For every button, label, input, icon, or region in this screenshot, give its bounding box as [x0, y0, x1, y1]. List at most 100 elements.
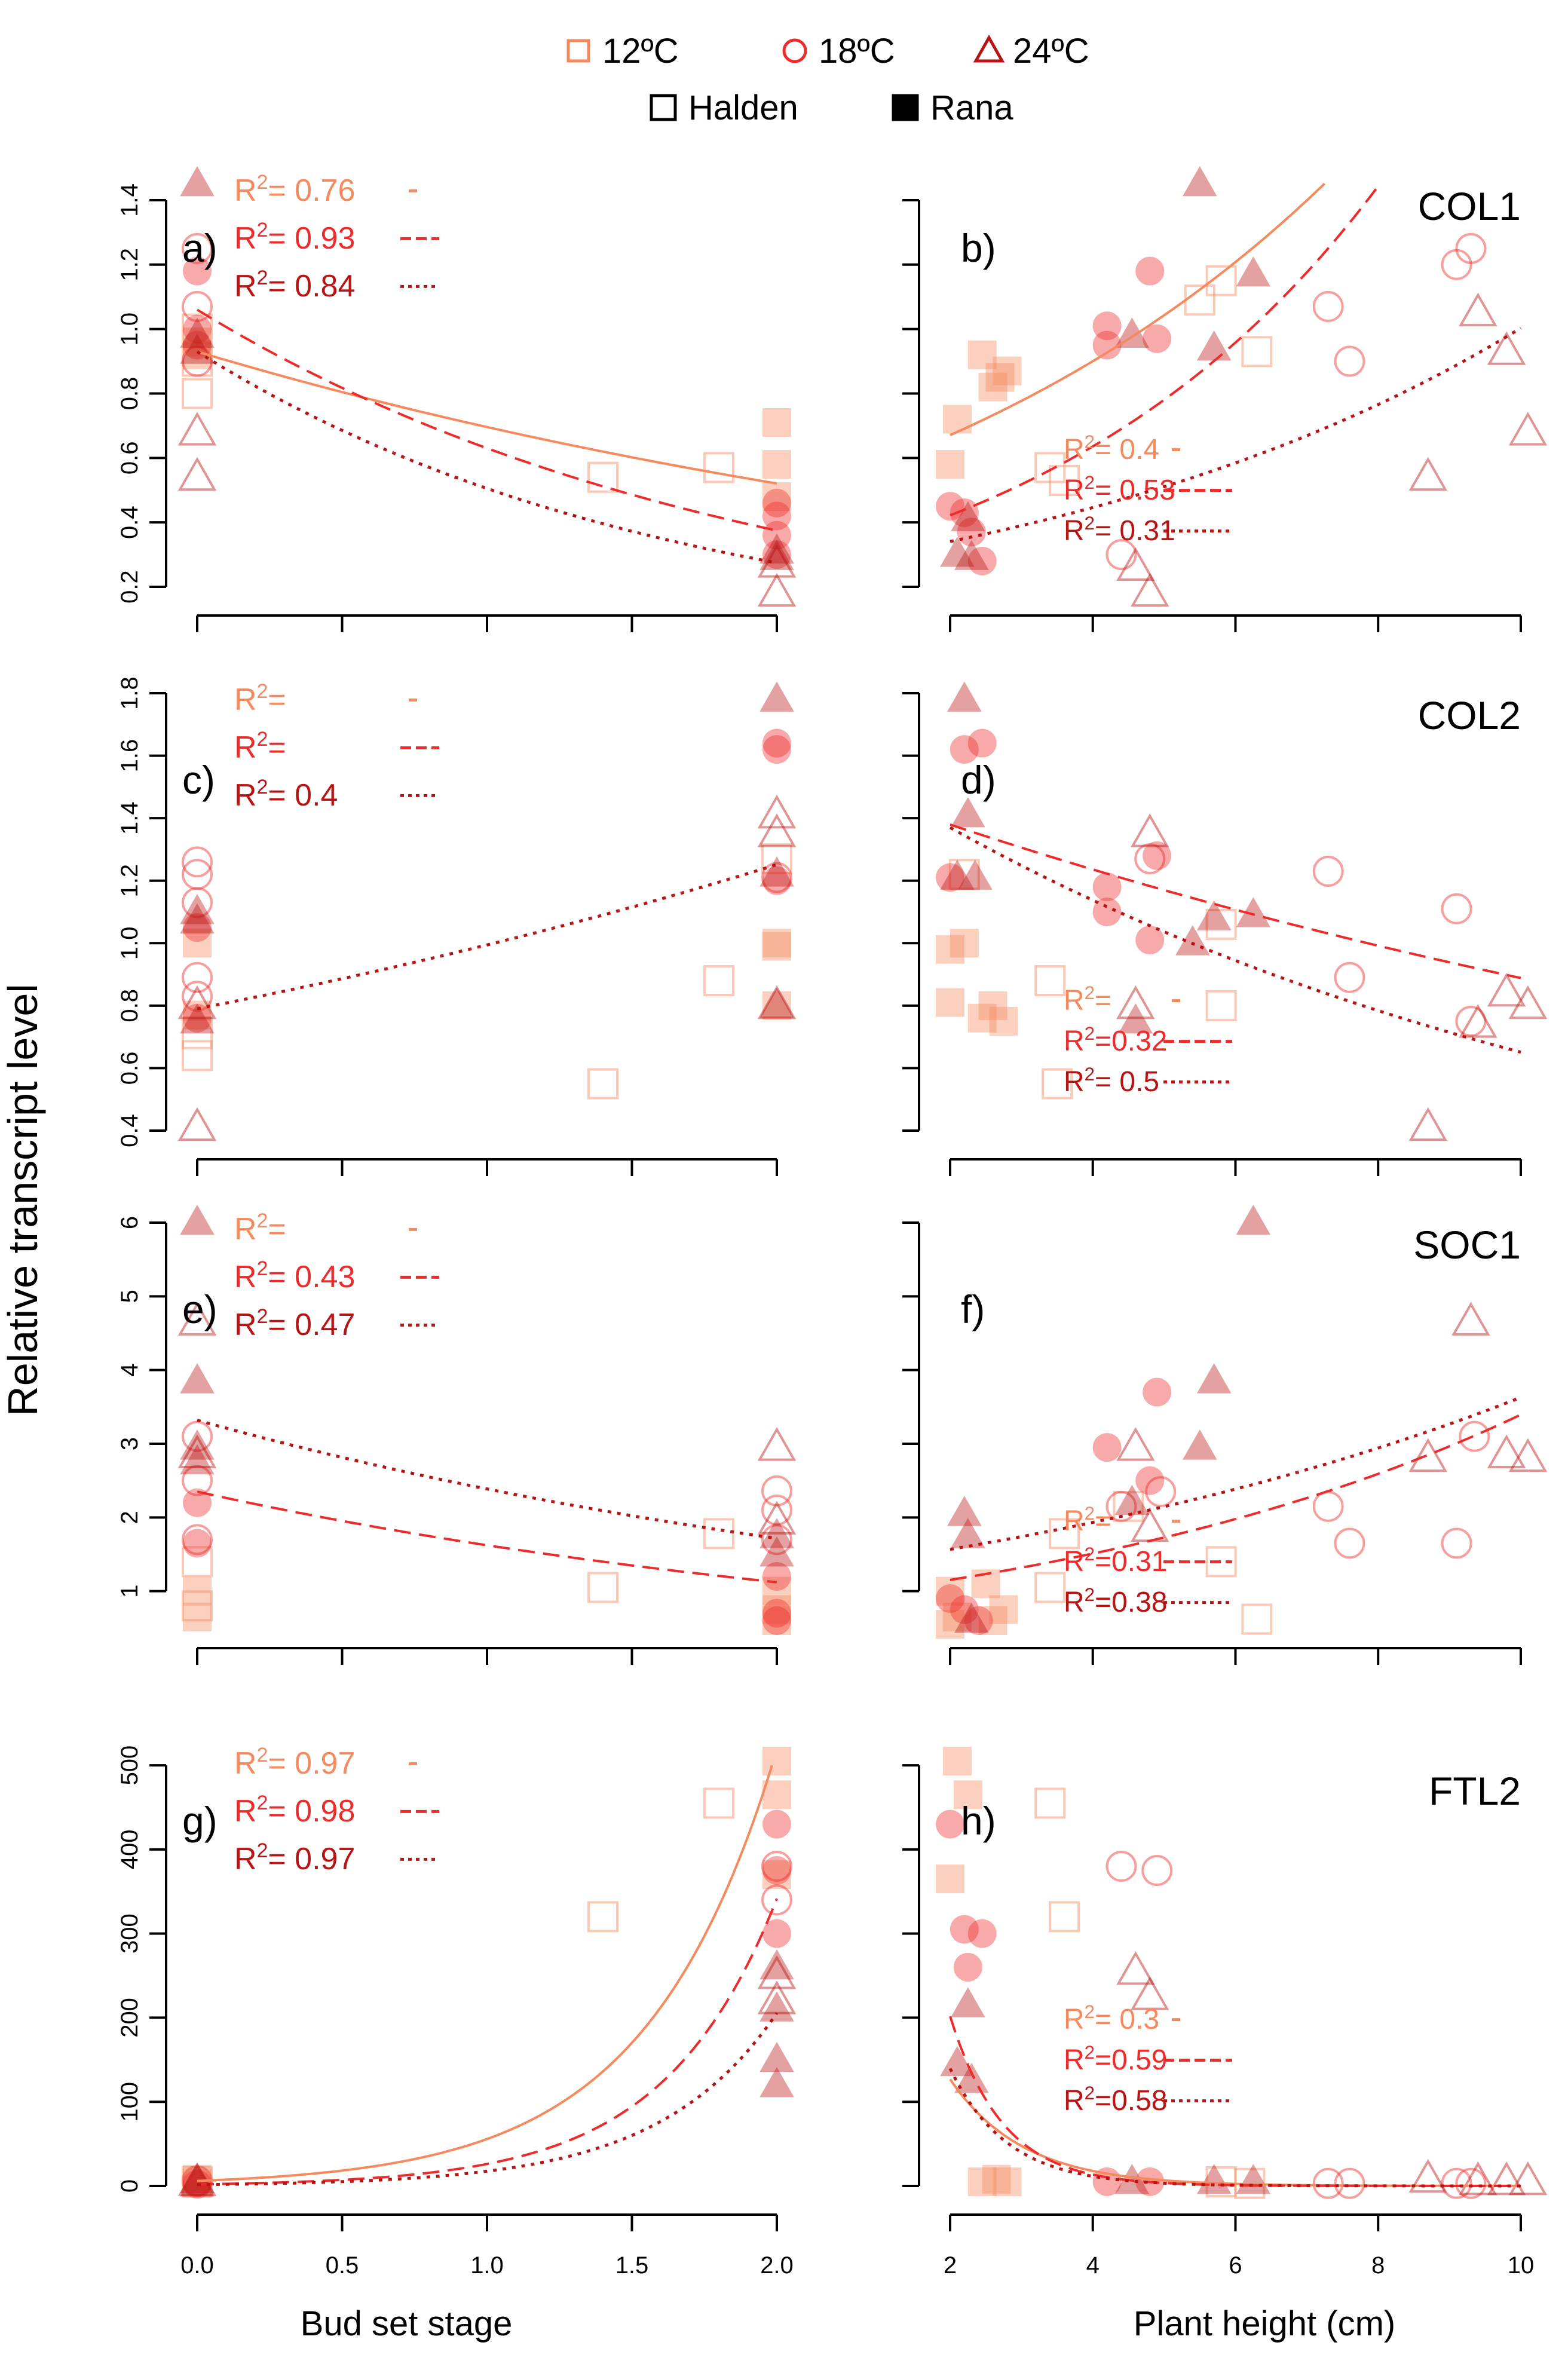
- legend-item-circle: 18ºC: [782, 32, 895, 71]
- rana-square-point: [183, 1576, 212, 1606]
- y-axis-label: Relative transcript level: [0, 984, 46, 1416]
- r2-label-t24: R2= 0.5: [1064, 1064, 1159, 1098]
- rana-circle-point: [936, 1809, 964, 1839]
- gene-label: COL2: [1418, 693, 1521, 737]
- r2-label-t12: R2=: [234, 680, 286, 717]
- rana-circle-point: [1143, 841, 1172, 870]
- y-tick-label: 1.0: [117, 926, 143, 960]
- fit-line-t12: [197, 1765, 773, 2182]
- panel-c: 0.4 0.6 0.8 1.0 1.2 1.4 1.6 1.8 c) R2= R2= R2= 0.4: [117, 676, 797, 1176]
- halden-triangle-point: [1116, 547, 1155, 581]
- rana-square-point: [762, 1606, 791, 1635]
- rana-circle-point: [1092, 872, 1122, 902]
- rana-square-point: [936, 935, 964, 964]
- rana-triangle-point: [180, 2163, 215, 2193]
- x-tick-label: 2: [944, 2252, 957, 2279]
- x-axis: [949, 1647, 1522, 1665]
- legend-item-triangle: 24ºC: [973, 32, 1089, 71]
- halden-triangle-point: [757, 1501, 797, 1535]
- rana-circle-point: [762, 1599, 791, 1628]
- halden-triangle-point: [1487, 1434, 1526, 1468]
- y-tick-label: 3: [117, 1437, 143, 1450]
- y-tick-label: 1.4: [117, 801, 143, 835]
- legend-label: 24ºC: [1013, 32, 1089, 71]
- y-tick-label: 1.0: [117, 313, 143, 346]
- halden-triangle-point: [1487, 2161, 1526, 2196]
- open-square-icon: [650, 94, 677, 121]
- y-tick-label: 2: [117, 1511, 143, 1524]
- r2-label-t18: R2=0.59: [1064, 2042, 1167, 2076]
- legend-item-square: 12ºC: [566, 32, 679, 71]
- r2-label-t24: R2= 0.47: [234, 1305, 355, 1342]
- x-axis: 0.0 0.5 1.0 1.5 2.0: [180, 2213, 794, 2279]
- halden-square-point: [182, 1018, 213, 1049]
- legend-item-rana: Rana: [892, 88, 1013, 127]
- x-tick-label: 0.5: [326, 2252, 359, 2279]
- halden-triangle-point: [177, 1434, 217, 1468]
- halden-triangle-point: [177, 412, 217, 446]
- halden-square-point: [1034, 1572, 1066, 1603]
- halden-triangle-point: [757, 572, 797, 607]
- halden-square-point: [182, 378, 213, 409]
- halden-triangle-point: [177, 457, 217, 491]
- r2-label-t24: R2= 0.4: [234, 776, 338, 813]
- rana-triangle-point: [180, 903, 215, 934]
- rana-circle-point: [950, 498, 979, 527]
- halden-square-point: [1113, 1490, 1144, 1522]
- rana-triangle-point: [180, 1003, 215, 1034]
- halden-circle-point: [761, 1495, 792, 1526]
- data-points: [177, 166, 797, 607]
- halden-square-point: [1049, 465, 1080, 497]
- rana-triangle-point: [1118, 1003, 1153, 1034]
- rana-circle-point: [936, 1584, 964, 1613]
- rana-square-point: [982, 2164, 1011, 2194]
- halden-circle-point: [182, 962, 213, 993]
- halden-square-point: [1034, 452, 1066, 483]
- panel-letter: h): [961, 1799, 996, 1843]
- halden-circle-point: [1441, 2167, 1472, 2199]
- halden-circle-point: [1312, 856, 1344, 887]
- rana-circle-point: [183, 1003, 212, 1033]
- rana-square-point: [942, 405, 972, 434]
- rana-triangle-point: [951, 797, 985, 828]
- gene-label: SOC1: [1413, 1223, 1521, 1267]
- fit-line-t18: [950, 185, 1379, 517]
- panel-h: 2 4 6 8 10 h) FTL2 R2= 0.3 R2=0.59 R2=0.58: [902, 1747, 1548, 2279]
- rana-square-point: [762, 1747, 791, 1776]
- halden-triangle-point: [1487, 331, 1526, 365]
- rana-triangle-point: [760, 987, 794, 1018]
- rana-triangle-point: [760, 1949, 794, 1980]
- halden-triangle-point: [177, 1107, 217, 1141]
- rana-triangle-point: [1196, 330, 1232, 361]
- y-axis: 1 2 3 4 5 6: [117, 1216, 167, 1598]
- halden-square-point: [587, 1068, 618, 1100]
- r2-annotations: R2= 0.76 R2= 0.93 R2= 0.84: [234, 171, 439, 304]
- halden-square-point: [1049, 1901, 1080, 1933]
- rana-square-point: [993, 2167, 1022, 2196]
- y-tick-label: 100: [117, 2082, 143, 2122]
- rana-circle-point: [183, 256, 212, 286]
- r2-label-t18: R2= 0.53: [1064, 472, 1175, 506]
- x-tick-label: 1.5: [615, 2252, 649, 2279]
- halden-square-point: [1049, 1518, 1080, 1550]
- rana-triangle-point: [951, 1518, 985, 1548]
- y-tick-label: 0.6: [117, 442, 143, 475]
- halden-triangle-point: [757, 1980, 797, 2014]
- rana-square-point: [762, 450, 791, 479]
- y-tick-label: 0.4: [117, 506, 143, 539]
- x-axis: [949, 614, 1522, 632]
- y-tick-label: 5: [117, 1290, 143, 1303]
- r2-label-t12: R2= 0.3: [1064, 2001, 1159, 2035]
- rana-circle-point: [762, 1606, 791, 1635]
- r2-annotations: R2= R2= R2= 0.4: [234, 680, 439, 813]
- rana-square-point: [183, 2164, 212, 2194]
- halden-circle-point: [182, 1465, 213, 1496]
- panel-letter: e): [182, 1287, 218, 1331]
- halden-square-point: [1205, 990, 1237, 1021]
- r2-label-t18: R2= 0.43: [234, 1257, 355, 1294]
- rana-circle-point: [936, 863, 964, 892]
- panel-e: 1 2 3 4 5 6 e) R2= R2= 0.43 R2= 0.47: [117, 1205, 797, 1665]
- rana-circle-point: [762, 1856, 791, 1885]
- halden-square-point: [182, 2166, 213, 2197]
